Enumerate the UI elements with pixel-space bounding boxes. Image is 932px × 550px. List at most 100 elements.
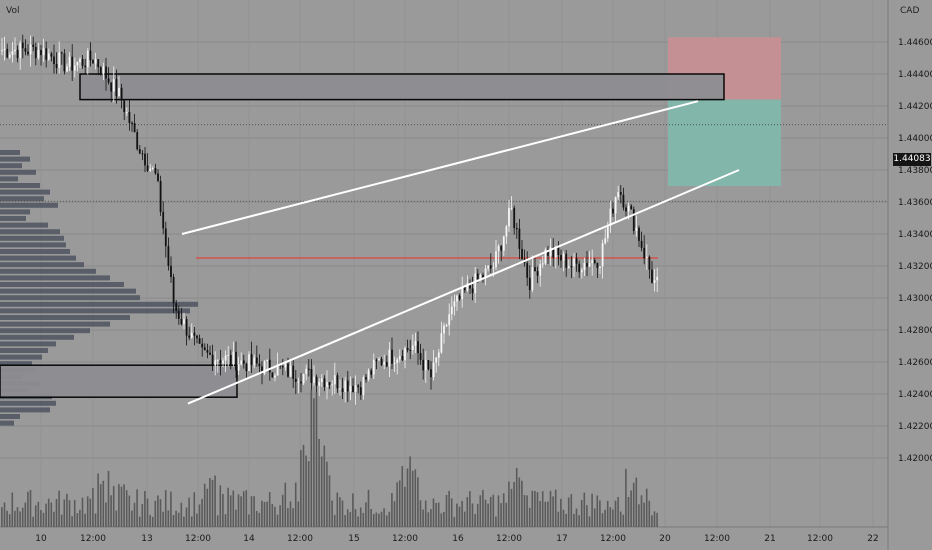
volume-bar — [326, 461, 328, 527]
volume-bar — [55, 498, 58, 527]
volume-bar — [567, 497, 570, 527]
volume-profile-bar — [0, 315, 130, 320]
volume-bar — [136, 489, 138, 527]
volume-bar — [53, 511, 55, 527]
volume-bar — [651, 515, 653, 527]
volume-bar — [588, 516, 591, 527]
volume-profile-bar — [0, 334, 74, 340]
volume-bar — [417, 477, 419, 527]
volume-bar — [45, 503, 47, 527]
volume-bar — [185, 507, 188, 527]
volume-bar — [469, 491, 471, 527]
y-tick-label: 1.42200 — [898, 422, 932, 432]
volume-bar — [437, 502, 440, 527]
candle-body — [318, 381, 321, 386]
volume-bar — [315, 392, 318, 527]
candle-body — [430, 369, 432, 378]
candle-body — [604, 238, 607, 244]
candle-body — [206, 350, 209, 353]
volume-bar — [419, 500, 422, 527]
candle-body — [66, 66, 68, 72]
volume-profile-bar — [0, 341, 56, 347]
candle-body — [643, 247, 646, 259]
candle-body — [333, 375, 336, 385]
volume-bar — [123, 484, 125, 527]
candle-body — [128, 112, 131, 123]
volume-bar — [86, 496, 89, 527]
volume-bar — [456, 503, 458, 527]
candle-body — [105, 66, 107, 79]
candle-body — [359, 387, 362, 396]
volume-bar — [292, 508, 294, 527]
candle-body — [513, 207, 516, 229]
volume-bar — [102, 480, 105, 527]
volume-profile-bar — [0, 202, 58, 208]
volume-bar — [448, 490, 450, 527]
y-tick-label: 1.44000 — [898, 134, 932, 144]
candle-body — [466, 283, 469, 291]
candle-body — [320, 378, 323, 382]
candle-body — [232, 351, 235, 365]
candle-body — [79, 58, 81, 63]
candle-body — [328, 382, 331, 385]
candle-body — [198, 338, 201, 344]
take-profit-zone — [668, 99, 781, 186]
volume-bar — [211, 479, 214, 527]
volume-bar — [146, 498, 149, 527]
volume-bar — [40, 510, 42, 527]
volume-bar — [388, 511, 391, 527]
volume-bar — [398, 480, 401, 527]
volume-bar — [385, 515, 388, 527]
candle-body — [591, 260, 594, 264]
volume-bar — [534, 491, 536, 527]
candle-body — [248, 354, 250, 372]
volume-bar — [604, 509, 606, 527]
candle-body — [500, 246, 503, 251]
volume-bar — [492, 494, 495, 527]
y-tick-label: 1.43400 — [898, 230, 932, 240]
candle-body — [89, 50, 92, 61]
volume-bar — [513, 481, 515, 527]
candle-body — [443, 325, 445, 334]
volume-profile-bar — [0, 196, 44, 202]
candle-body — [391, 349, 393, 364]
supply-zone-box — [79, 73, 725, 101]
candle-body — [354, 385, 357, 393]
volume-bar — [614, 500, 617, 527]
candle-body — [484, 268, 487, 278]
candle-body — [157, 173, 159, 181]
volume-bar — [167, 510, 170, 527]
candle-body — [323, 378, 326, 388]
x-tick-label: 12:00 — [704, 534, 730, 544]
candle-body — [404, 348, 406, 361]
volume-profile-bar — [0, 242, 66, 248]
candle-body — [193, 332, 196, 336]
volume-bar — [443, 511, 445, 527]
y-tick-label: 1.44400 — [898, 70, 932, 80]
volume-bar — [521, 480, 523, 527]
volume-bar — [508, 481, 510, 527]
candle-body — [367, 370, 370, 380]
volume-bar — [274, 506, 276, 527]
volume-bar — [625, 468, 627, 527]
candle-body — [396, 359, 399, 363]
candle-body — [263, 361, 266, 374]
candle-body — [534, 267, 536, 272]
candle-body — [81, 58, 84, 66]
volume-indicator-label[interactable]: Vol — [6, 6, 20, 16]
candle-body — [302, 373, 305, 384]
volume-bar — [554, 489, 557, 527]
candle-body — [406, 348, 409, 350]
candle-body — [222, 360, 224, 364]
candle-body — [313, 376, 315, 383]
volume-bar — [118, 484, 120, 527]
candle-body — [1, 50, 3, 52]
volume-profile-bar — [0, 222, 48, 228]
candle-body — [630, 205, 633, 210]
volume-bar — [359, 507, 362, 527]
candle-body — [531, 267, 534, 290]
candle-body — [37, 50, 40, 59]
candle-body — [284, 363, 287, 368]
